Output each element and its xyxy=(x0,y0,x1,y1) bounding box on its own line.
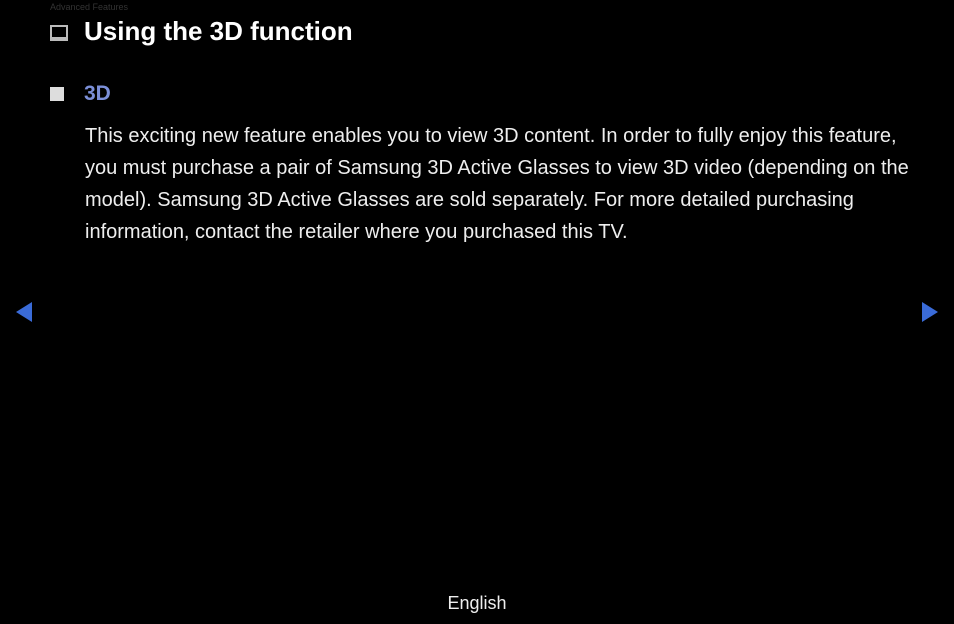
section-heading: 3D xyxy=(84,82,111,106)
triangle-left-icon xyxy=(14,300,34,324)
section-heading-row: 3D xyxy=(50,82,111,106)
page-title-row: Using the 3D function xyxy=(50,16,353,47)
next-page-button[interactable] xyxy=(920,300,940,324)
page-title: Using the 3D function xyxy=(84,16,353,47)
square-bullet-icon xyxy=(50,87,64,101)
prev-page-button[interactable] xyxy=(14,300,34,324)
triangle-right-icon xyxy=(920,300,940,324)
language-indicator: English xyxy=(0,593,954,614)
body-text: This exciting new feature enables you to… xyxy=(85,120,909,248)
breadcrumb: Advanced Features xyxy=(50,2,128,12)
book-icon xyxy=(50,25,68,41)
